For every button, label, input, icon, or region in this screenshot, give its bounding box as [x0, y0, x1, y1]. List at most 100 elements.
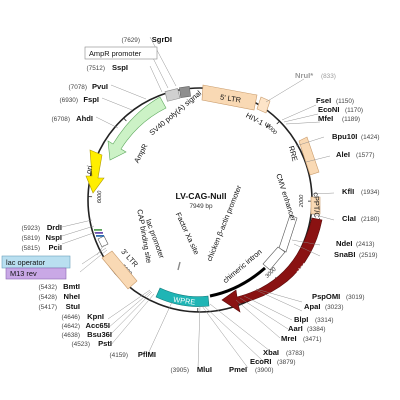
site-pvui[interactable]: PvuI	[92, 82, 108, 91]
tick-label: 6000	[97, 190, 103, 204]
site-aari-pos: (3384)	[307, 326, 325, 333]
feature-ori[interactable]	[85, 149, 105, 194]
tick-label: 2000	[299, 194, 305, 208]
feature-cppt-label: cPPT/CTS	[312, 192, 322, 227]
feature-chimeric-intron-label: chimeric intron	[221, 247, 264, 285]
site-apai-pos: (3023)	[325, 304, 343, 311]
site-drdi[interactable]: DrdI	[47, 223, 62, 232]
site-nrui-pos: (833)	[321, 73, 336, 80]
site-pmei-pos: (3900)	[255, 367, 273, 374]
tick-mark	[276, 120, 280, 125]
feature-cmv-enhancer[interactable]	[278, 214, 298, 253]
site-xbai[interactable]: XbaI	[263, 348, 279, 357]
feature-5ltr-label: 5' LTR	[219, 92, 241, 104]
ampr-promoter-box[interactable]	[84, 46, 158, 60]
site-psti-pos: (4523)	[72, 341, 90, 348]
feature-5ltr[interactable]	[201, 84, 258, 111]
site-ecori-pos: (3879)	[277, 359, 295, 366]
lac-operator-label: lac operator	[6, 258, 46, 267]
feature-rre-label: RRE	[287, 145, 300, 162]
feature-hiv-psi-label: HIV-1 Ψ	[244, 111, 272, 131]
site-acc65i-pos: (4642)	[62, 323, 80, 330]
site-snabi[interactable]: SnaBI	[334, 250, 356, 259]
site-nrui[interactable]: NruI*	[295, 71, 313, 80]
feature-lac-promoter[interactable]	[97, 235, 109, 248]
site-fspi[interactable]: FspI	[83, 95, 99, 104]
feature-cba-promoter[interactable]	[262, 246, 286, 271]
site-mfei[interactable]: MfeI	[318, 114, 333, 123]
feature-ampr[interactable]	[107, 96, 167, 161]
feature-sv40-end[interactable]	[179, 86, 191, 98]
site-blpi[interactable]: BlpI	[294, 315, 308, 324]
site-aari[interactable]: AarI	[288, 324, 303, 333]
site-stui[interactable]: StuI	[66, 302, 80, 311]
site-nhei[interactable]: NheI	[64, 292, 80, 301]
site-bsu36i-pos: (4638)	[62, 332, 80, 339]
site-mlui[interactable]: MluI	[197, 365, 212, 374]
site-kfli-pos: (1934)	[361, 189, 379, 196]
site-bmti[interactable]: BmtI	[63, 282, 80, 291]
site-pspomi-pos: (3019)	[346, 294, 364, 301]
site-pspomi[interactable]: PspOMI	[312, 292, 340, 301]
feature-factor-xa-label: Factor Xa site	[174, 211, 201, 256]
site-kpni[interactable]: KpnI	[87, 312, 104, 321]
site-pvui-pos: (7078)	[69, 84, 87, 91]
site-kfli[interactable]: KflI	[342, 187, 354, 196]
site-ecori[interactable]: EcoRI	[250, 357, 272, 366]
site-fspi-pos: (6930)	[60, 97, 78, 104]
site-mfei-pos: (1189)	[342, 116, 360, 123]
site-nhei-pos: (5428)	[39, 294, 57, 301]
site-alei[interactable]: AleI	[336, 150, 350, 159]
site-apai[interactable]: ApaI	[304, 302, 320, 311]
site-psti[interactable]: PstI	[98, 339, 112, 348]
site-clai[interactable]: ClaI	[342, 214, 356, 223]
site-nspi-pos: (5819)	[22, 235, 40, 242]
site-leader-lines	[61, 36, 335, 369]
site-pflmi[interactable]: PflMI	[138, 350, 156, 359]
site-acc65i[interactable]: Acc65I	[86, 321, 111, 330]
feature-factor-xa[interactable]	[177, 261, 181, 271]
m13-rev-label: M13 rev	[10, 269, 37, 278]
site-bpu10i[interactable]: Bpu10I	[332, 132, 357, 141]
site-alei-pos: (1577)	[356, 152, 374, 159]
feature-cppt[interactable]	[310, 196, 321, 215]
feature-ori-label: ori	[84, 164, 95, 174]
site-sgrdi-pos: (7629)	[122, 37, 140, 44]
site-fsei-pos: (1150)	[336, 98, 354, 105]
feature-wpre[interactable]	[155, 287, 210, 307]
feature-hiv-psi[interactable]	[256, 96, 271, 114]
site-bsu36i[interactable]: Bsu36I	[87, 330, 112, 339]
m13-rev-box[interactable]	[5, 267, 67, 280]
site-sspi[interactable]: SspI	[112, 63, 128, 72]
site-xbai-pos: (3783)	[286, 350, 304, 357]
plasmid-length: 7949 bp	[189, 203, 213, 210]
feature-3ltr[interactable]	[101, 250, 138, 290]
site-clai-pos: (2180)	[361, 216, 379, 223]
site-ahdi[interactable]: AhdI	[76, 114, 93, 123]
site-ndei-pos: (2413)	[356, 241, 374, 248]
site-econi[interactable]: EcoNI	[318, 105, 340, 114]
feature-sv40[interactable]	[164, 88, 181, 102]
site-mrei[interactable]: MreI	[281, 334, 297, 343]
site-nspi[interactable]: NspI	[46, 233, 62, 242]
site-bpu10i-pos: (1424)	[361, 134, 379, 141]
feature-rre[interactable]	[298, 136, 320, 176]
site-snabi-pos: (2519)	[359, 252, 377, 259]
site-pmei[interactable]: PmeI	[229, 365, 247, 374]
feature-wpre-label: WPRE	[173, 295, 196, 307]
site-sgrdi[interactable]: SgrDI	[152, 35, 172, 44]
site-pcii[interactable]: PciI	[48, 243, 62, 252]
site-ahdi-pos: (6708)	[52, 116, 70, 123]
site-fsei[interactable]: FseI	[316, 96, 331, 105]
site-pflmi-pos: (4159)	[110, 352, 128, 359]
site-sspi-pos: (7512)	[87, 65, 105, 72]
plasmid-name: LV-CAG-Null	[176, 191, 227, 201]
feature-cag-promoter[interactable]	[221, 217, 323, 313]
tick-mark	[123, 117, 127, 122]
feature-cap-binding[interactable]	[94, 229, 104, 237]
feature-chimeric-intron[interactable]	[209, 266, 266, 298]
site-ndei[interactable]: NdeI	[336, 239, 352, 248]
site-mlui-pos: (3905)	[171, 367, 189, 374]
site-bmti-pos: (5432)	[39, 284, 57, 291]
